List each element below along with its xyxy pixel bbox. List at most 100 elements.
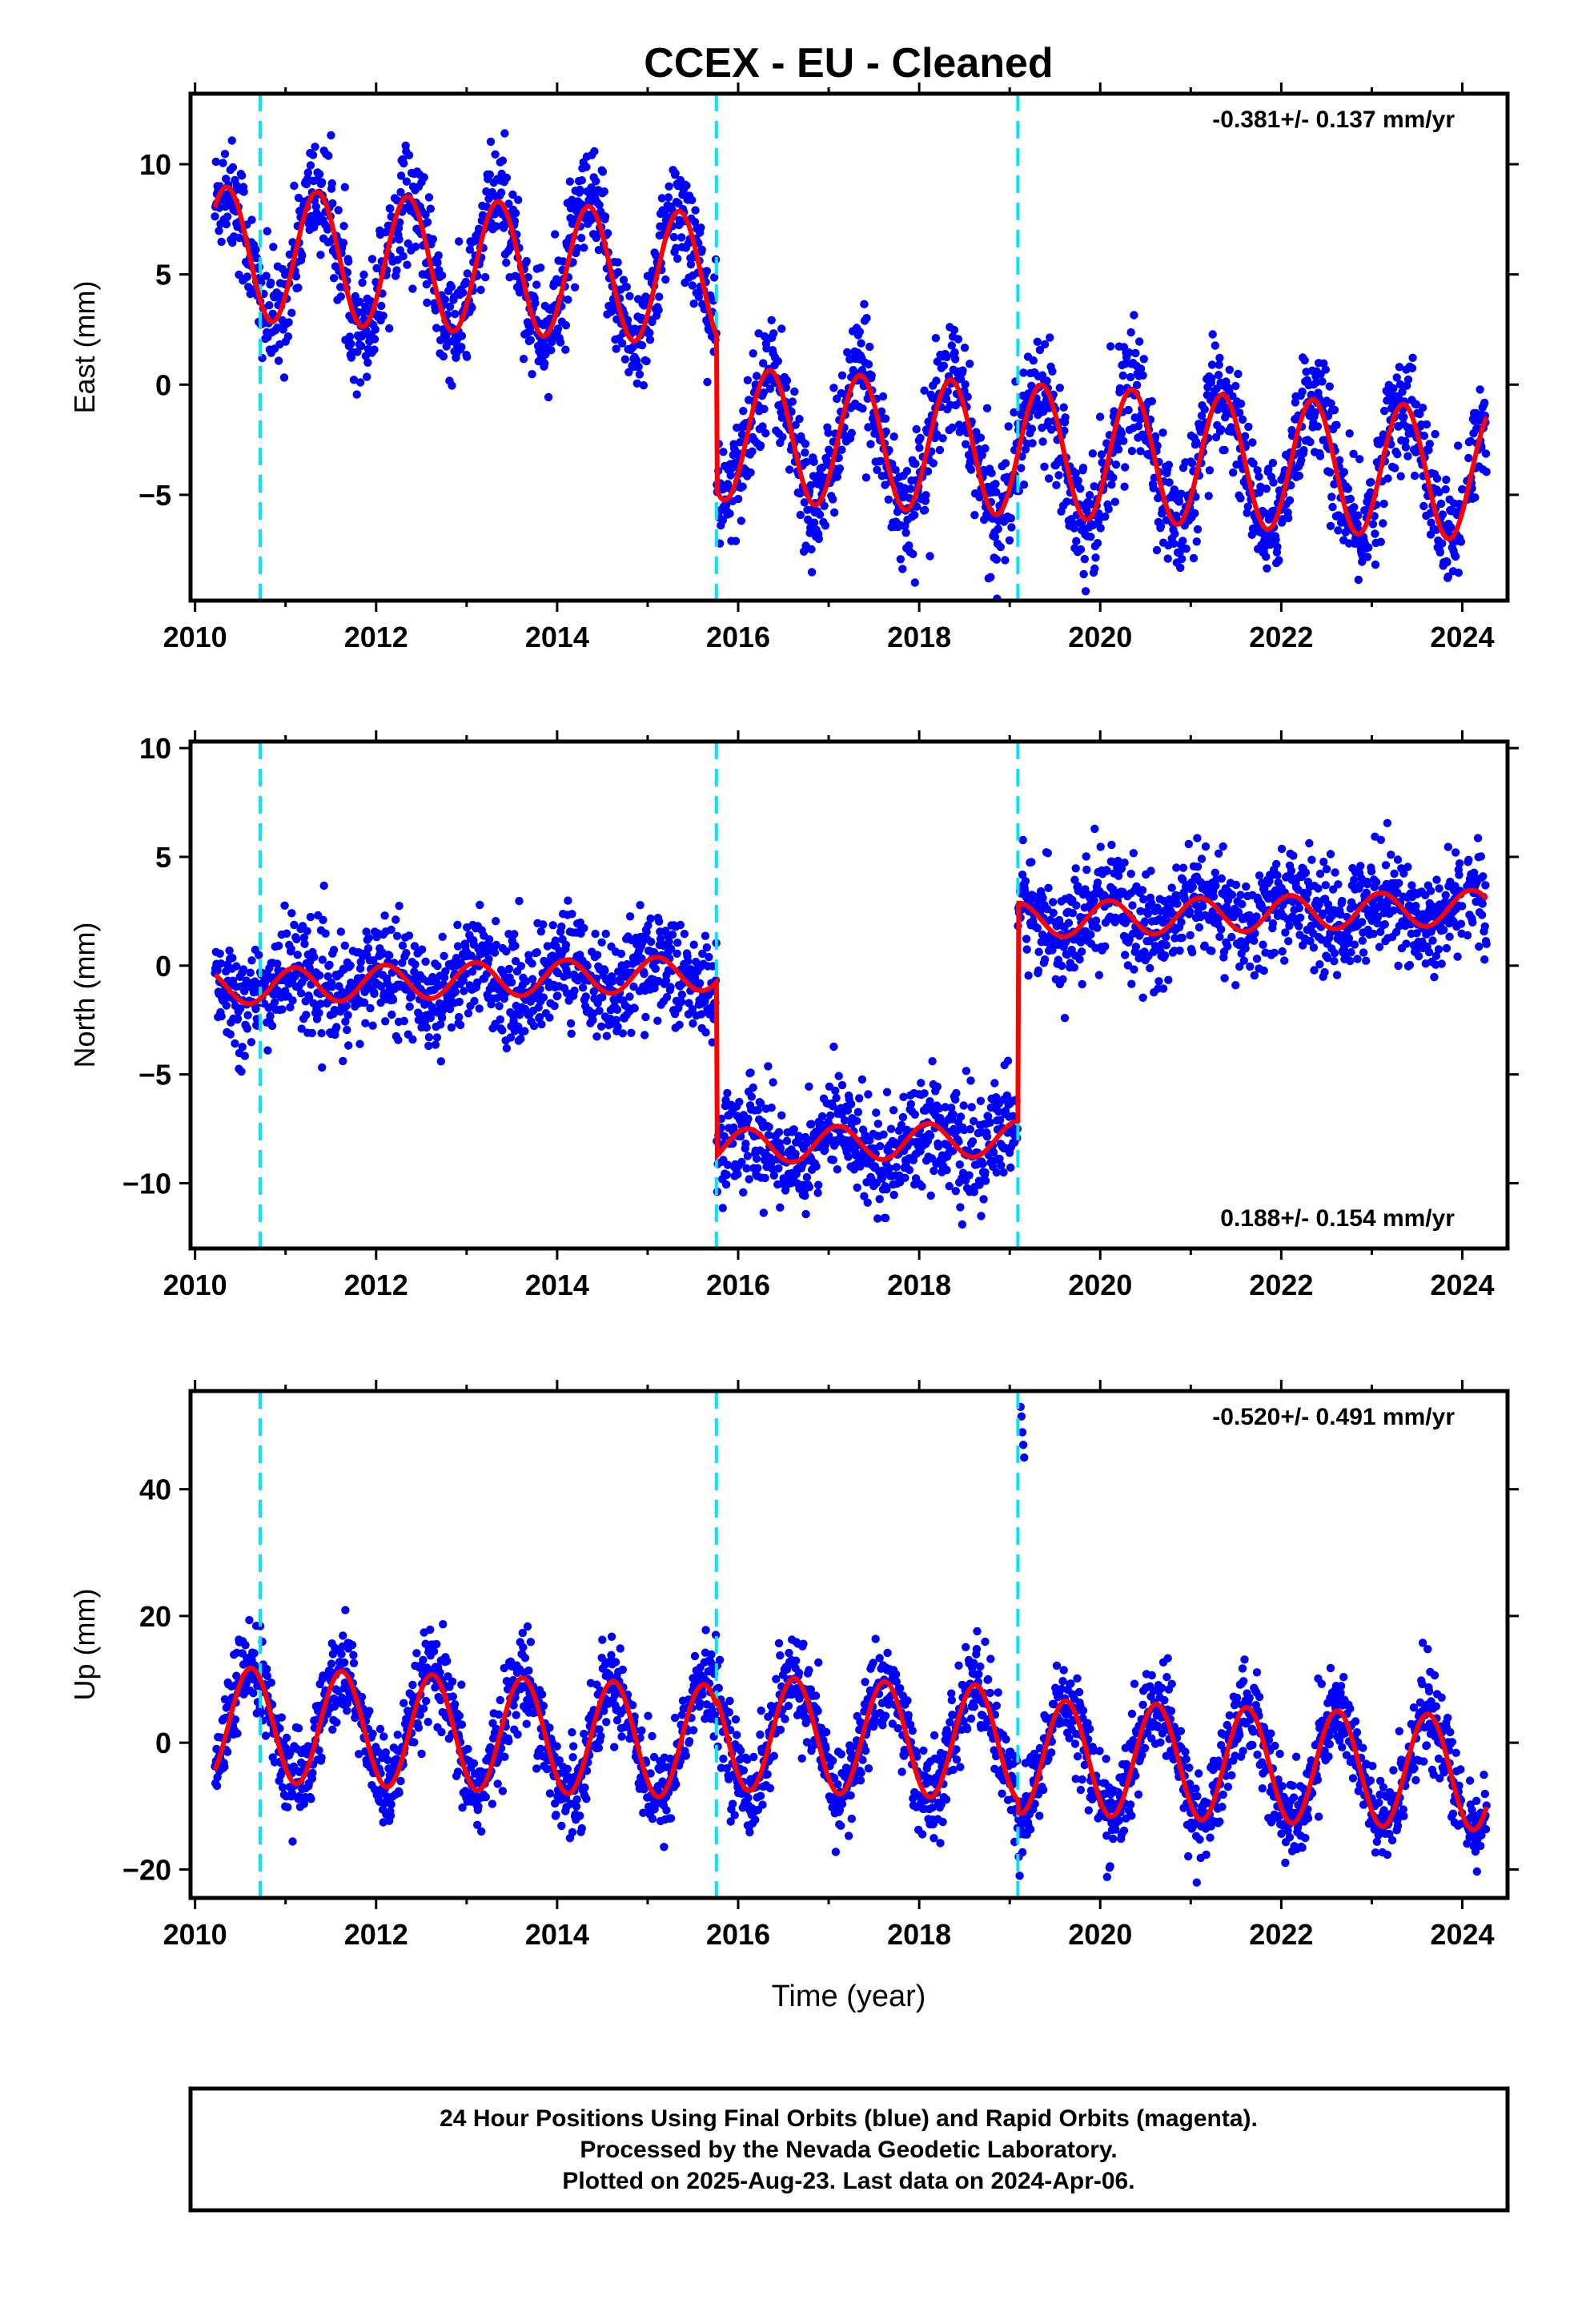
data-point [796,510,805,520]
data-point [600,212,610,221]
data-point [809,457,818,466]
data-point [1177,918,1186,927]
data-point [653,1016,662,1025]
data-point [1268,919,1278,928]
data-point [1319,858,1328,866]
data-point [999,1168,1008,1177]
data-point [342,1001,351,1011]
data-point [639,381,648,390]
data-point [1369,929,1378,939]
data-point [343,1011,352,1019]
data-point [1425,440,1435,448]
data-point [441,967,450,976]
data-point [399,251,408,261]
data-point [664,193,673,202]
data-point [702,267,712,275]
data-point [1362,956,1371,965]
data-point [588,1015,597,1025]
data-point [532,948,541,957]
data-point [1076,485,1085,493]
data-point [820,501,829,510]
data-point [1049,908,1058,918]
data-point [867,371,876,380]
data-point [1295,903,1304,913]
data-point [222,219,231,229]
data-point [418,945,427,954]
data-point [1054,915,1064,925]
data-point [1154,493,1162,503]
data-point [665,182,673,191]
data-point [1315,452,1325,460]
y-tick-label: −5 [139,479,171,512]
data-point [1158,984,1168,993]
data-point [1298,387,1307,396]
data-point [1372,878,1381,887]
data-point [1334,880,1343,889]
data-point [515,896,524,906]
data-point [1435,488,1443,497]
data-point [1350,875,1359,884]
data-point [1102,866,1112,875]
data-point [1115,384,1125,393]
data-point [349,376,359,384]
data-point [1376,927,1385,936]
data-point [1287,480,1295,490]
data-point [1001,459,1010,468]
data-point [387,925,396,935]
data-point [640,969,648,979]
data-point [1139,355,1149,364]
data-point [1078,464,1088,472]
data-point [1162,941,1171,950]
data-point [566,1019,576,1028]
data-point [536,927,545,936]
data-point [684,957,693,966]
data-point [1172,863,1181,872]
data-point [906,1100,916,1109]
data-point [568,219,577,228]
data-point [749,349,757,358]
data-point [310,952,319,962]
data-point [1313,422,1323,431]
data-point [239,965,248,974]
data-point [484,195,493,203]
data-point [1399,412,1408,421]
data-point [1080,554,1090,564]
data-point [961,380,970,389]
data-point [705,952,713,962]
data-point [651,964,660,973]
data-point [857,339,865,348]
data-point [432,1033,442,1042]
data-point [492,917,500,926]
data-point [247,956,256,965]
data-point [1140,917,1150,926]
data-point [1419,501,1428,511]
data-point [1128,901,1137,910]
data-point [697,1010,706,1019]
data-point [945,1182,954,1191]
data-point [1346,494,1355,504]
data-point [926,552,934,561]
data-point [1217,874,1227,883]
data-point [582,163,591,171]
data-point [962,1067,971,1076]
data-point [834,1072,843,1080]
data-point [882,1185,891,1194]
data-point [817,1112,827,1121]
data-point [1130,965,1138,974]
data-point [1158,428,1167,437]
data-point [598,993,607,1002]
data-point [837,371,847,380]
data-point [764,1062,773,1071]
data-point [881,414,890,423]
data-point [1215,932,1224,942]
data-point [321,929,330,938]
data-point [1360,506,1369,515]
data-point [398,941,408,950]
y-tick-label: 0 [155,368,171,401]
data-point [773,356,782,366]
data-point [1022,935,1031,943]
data-point [625,992,634,1001]
data-point [697,245,706,254]
data-point [721,1096,730,1104]
data-point [995,1116,1005,1124]
